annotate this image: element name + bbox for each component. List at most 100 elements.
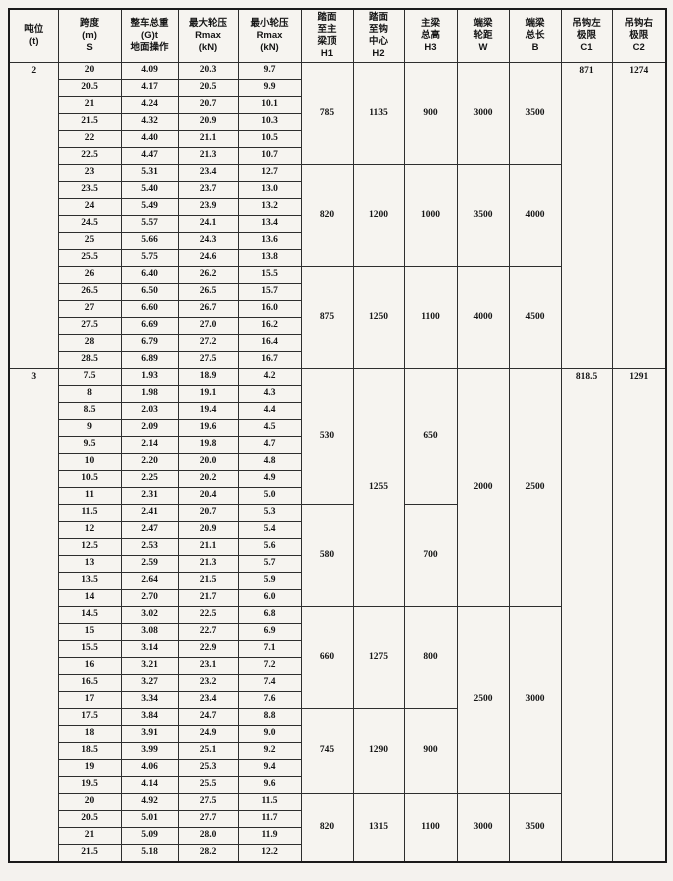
cell-span: 14 <box>57 589 122 607</box>
cell-total-weight: 1.93 <box>120 368 179 386</box>
table-row: 21.5 5.18 28.2 12.2 <box>9 844 666 863</box>
cell-max-wheel-pressure: 24.3 <box>177 232 239 250</box>
cell-max-wheel-pressure: 27.5 <box>177 793 239 811</box>
cell-min-wheel-pressure: 12.2 <box>237 844 302 863</box>
table-row: 18 3.91 24.9 9.0 <box>9 725 666 743</box>
cell-min-wheel-pressure: 9.2 <box>237 742 302 760</box>
cell-total-weight: 3.27 <box>120 674 179 692</box>
cell-total-weight: 2.14 <box>120 436 179 454</box>
cell-total-weight: 5.75 <box>120 249 179 267</box>
cell-total-weight: 2.20 <box>120 453 179 471</box>
cell-span: 27.5 <box>57 317 122 335</box>
cell-max-wheel-pressure: 20.3 <box>177 62 239 80</box>
cell-total-weight: 1.98 <box>120 385 179 403</box>
cell-span: 19.5 <box>57 776 122 794</box>
table-row: 17.5 3.84 24.7 8.8 745 1290 900 <box>9 708 666 794</box>
cell-max-wheel-pressure: 21.1 <box>177 538 239 556</box>
cell-span: 21.5 <box>57 113 122 131</box>
cell-min-wheel-pressure: 16.7 <box>237 351 302 369</box>
cell-min-wheel-pressure: 9.6 <box>237 776 302 794</box>
cell-min-wheel-pressure: 4.5 <box>237 419 302 437</box>
cell-total-weight: 4.06 <box>120 759 179 777</box>
cell-max-wheel-pressure: 23.9 <box>177 198 239 216</box>
cell-min-wheel-pressure: 11.7 <box>237 810 302 828</box>
cell-max-wheel-pressure: 22.5 <box>177 606 239 624</box>
cell-w: 3000 <box>456 793 510 863</box>
cell-total-weight: 5.40 <box>120 181 179 199</box>
cell-h2: 1315 <box>352 793 405 863</box>
cell-h2: 1275 <box>352 606 405 709</box>
cell-max-wheel-pressure: 25.5 <box>177 776 239 794</box>
cell-span: 16 <box>57 657 122 675</box>
table-row: 9 2.09 19.6 4.5 <box>9 419 666 437</box>
cell-span: 25 <box>57 232 122 250</box>
table-row: 12.5 2.53 21.1 5.6 <box>9 538 666 556</box>
table-row: 16.5 3.27 23.2 7.4 <box>9 674 666 692</box>
cell-total-weight: 5.57 <box>120 215 179 233</box>
table-row: 21 5.09 28.0 11.9 <box>9 827 666 845</box>
cell-span: 20.5 <box>57 810 122 828</box>
cell-max-wheel-pressure: 20.7 <box>177 96 239 114</box>
cell-span: 7.5 <box>57 368 122 386</box>
cell-span: 11 <box>57 487 122 505</box>
cell-min-wheel-pressure: 9.4 <box>237 759 302 777</box>
cell-max-wheel-pressure: 27.7 <box>177 810 239 828</box>
cell-max-wheel-pressure: 19.4 <box>177 402 239 420</box>
cell-min-wheel-pressure: 15.7 <box>237 283 302 301</box>
cell-span: 23 <box>57 164 122 182</box>
cell-max-wheel-pressure: 21.1 <box>177 130 239 148</box>
cell-span: 28 <box>57 334 122 352</box>
cell-h2: 1250 <box>352 266 405 369</box>
cell-h1: 745 <box>300 708 354 794</box>
cell-max-wheel-pressure: 20.7 <box>177 504 239 522</box>
table-row: 23.5 5.40 23.7 13.0 <box>9 181 666 199</box>
cell-span: 26.5 <box>57 283 122 301</box>
cell-h3: 1100 <box>403 266 458 369</box>
cell-min-wheel-pressure: 4.2 <box>237 368 302 386</box>
cell-b: 2500 <box>508 368 562 607</box>
table-row: 27 6.60 26.7 16.0 <box>9 300 666 318</box>
cell-max-wheel-pressure: 20.2 <box>177 470 239 488</box>
cell-total-weight: 4.17 <box>120 79 179 97</box>
cell-span: 18.5 <box>57 742 122 760</box>
cell-min-wheel-pressure: 9.0 <box>237 725 302 743</box>
table-row: 9.5 2.14 19.8 4.7 <box>9 436 666 454</box>
cell-max-wheel-pressure: 20.4 <box>177 487 239 505</box>
cell-total-weight: 4.24 <box>120 96 179 114</box>
cell-h2: 1135 <box>352 62 405 165</box>
cell-min-wheel-pressure: 13.2 <box>237 198 302 216</box>
cell-h3: 900 <box>403 708 458 794</box>
cell-min-wheel-pressure: 6.0 <box>237 589 302 607</box>
table-row: 28 6.79 27.2 16.4 <box>9 334 666 352</box>
cell-span: 13.5 <box>57 572 122 590</box>
cell-span: 20 <box>57 62 122 80</box>
column-header-max-wheel-pressure: 最大轮压 Rmax (kN) <box>177 8 239 63</box>
cell-min-wheel-pressure: 12.7 <box>237 164 302 182</box>
cell-h1: 785 <box>300 62 354 165</box>
table-row: 12 2.47 20.9 5.4 <box>9 521 666 539</box>
cell-total-weight: 4.47 <box>120 147 179 165</box>
cell-span: 22.5 <box>57 147 122 165</box>
cell-total-weight: 2.31 <box>120 487 179 505</box>
cell-total-weight: 5.09 <box>120 827 179 845</box>
cell-span: 12 <box>57 521 122 539</box>
cell-total-weight: 2.64 <box>120 572 179 590</box>
column-header-h3: 主梁 总高 H3 <box>403 8 458 63</box>
cell-h1: 580 <box>300 504 354 607</box>
cell-h2: 1255 <box>352 368 405 607</box>
cell-max-wheel-pressure: 27.5 <box>177 351 239 369</box>
cell-min-wheel-pressure: 16.0 <box>237 300 302 318</box>
cell-span: 8.5 <box>57 402 122 420</box>
cell-max-wheel-pressure: 26.2 <box>177 266 239 284</box>
cell-total-weight: 6.40 <box>120 266 179 284</box>
table-row: 2 20 4.09 20.3 9.7 785 1135 900 3000 3500 871 1274 <box>8 62 667 369</box>
cell-min-wheel-pressure: 6.9 <box>237 623 302 641</box>
cell-min-wheel-pressure: 10.5 <box>237 130 302 148</box>
cell-max-wheel-pressure: 28.2 <box>177 844 239 863</box>
cell-b: 4000 <box>508 164 562 267</box>
cell-total-weight: 5.31 <box>120 164 179 182</box>
cell-span: 9 <box>57 419 122 437</box>
cell-min-wheel-pressure: 13.8 <box>237 249 302 267</box>
cell-max-wheel-pressure: 25.3 <box>177 759 239 777</box>
cell-total-weight: 2.53 <box>120 538 179 556</box>
